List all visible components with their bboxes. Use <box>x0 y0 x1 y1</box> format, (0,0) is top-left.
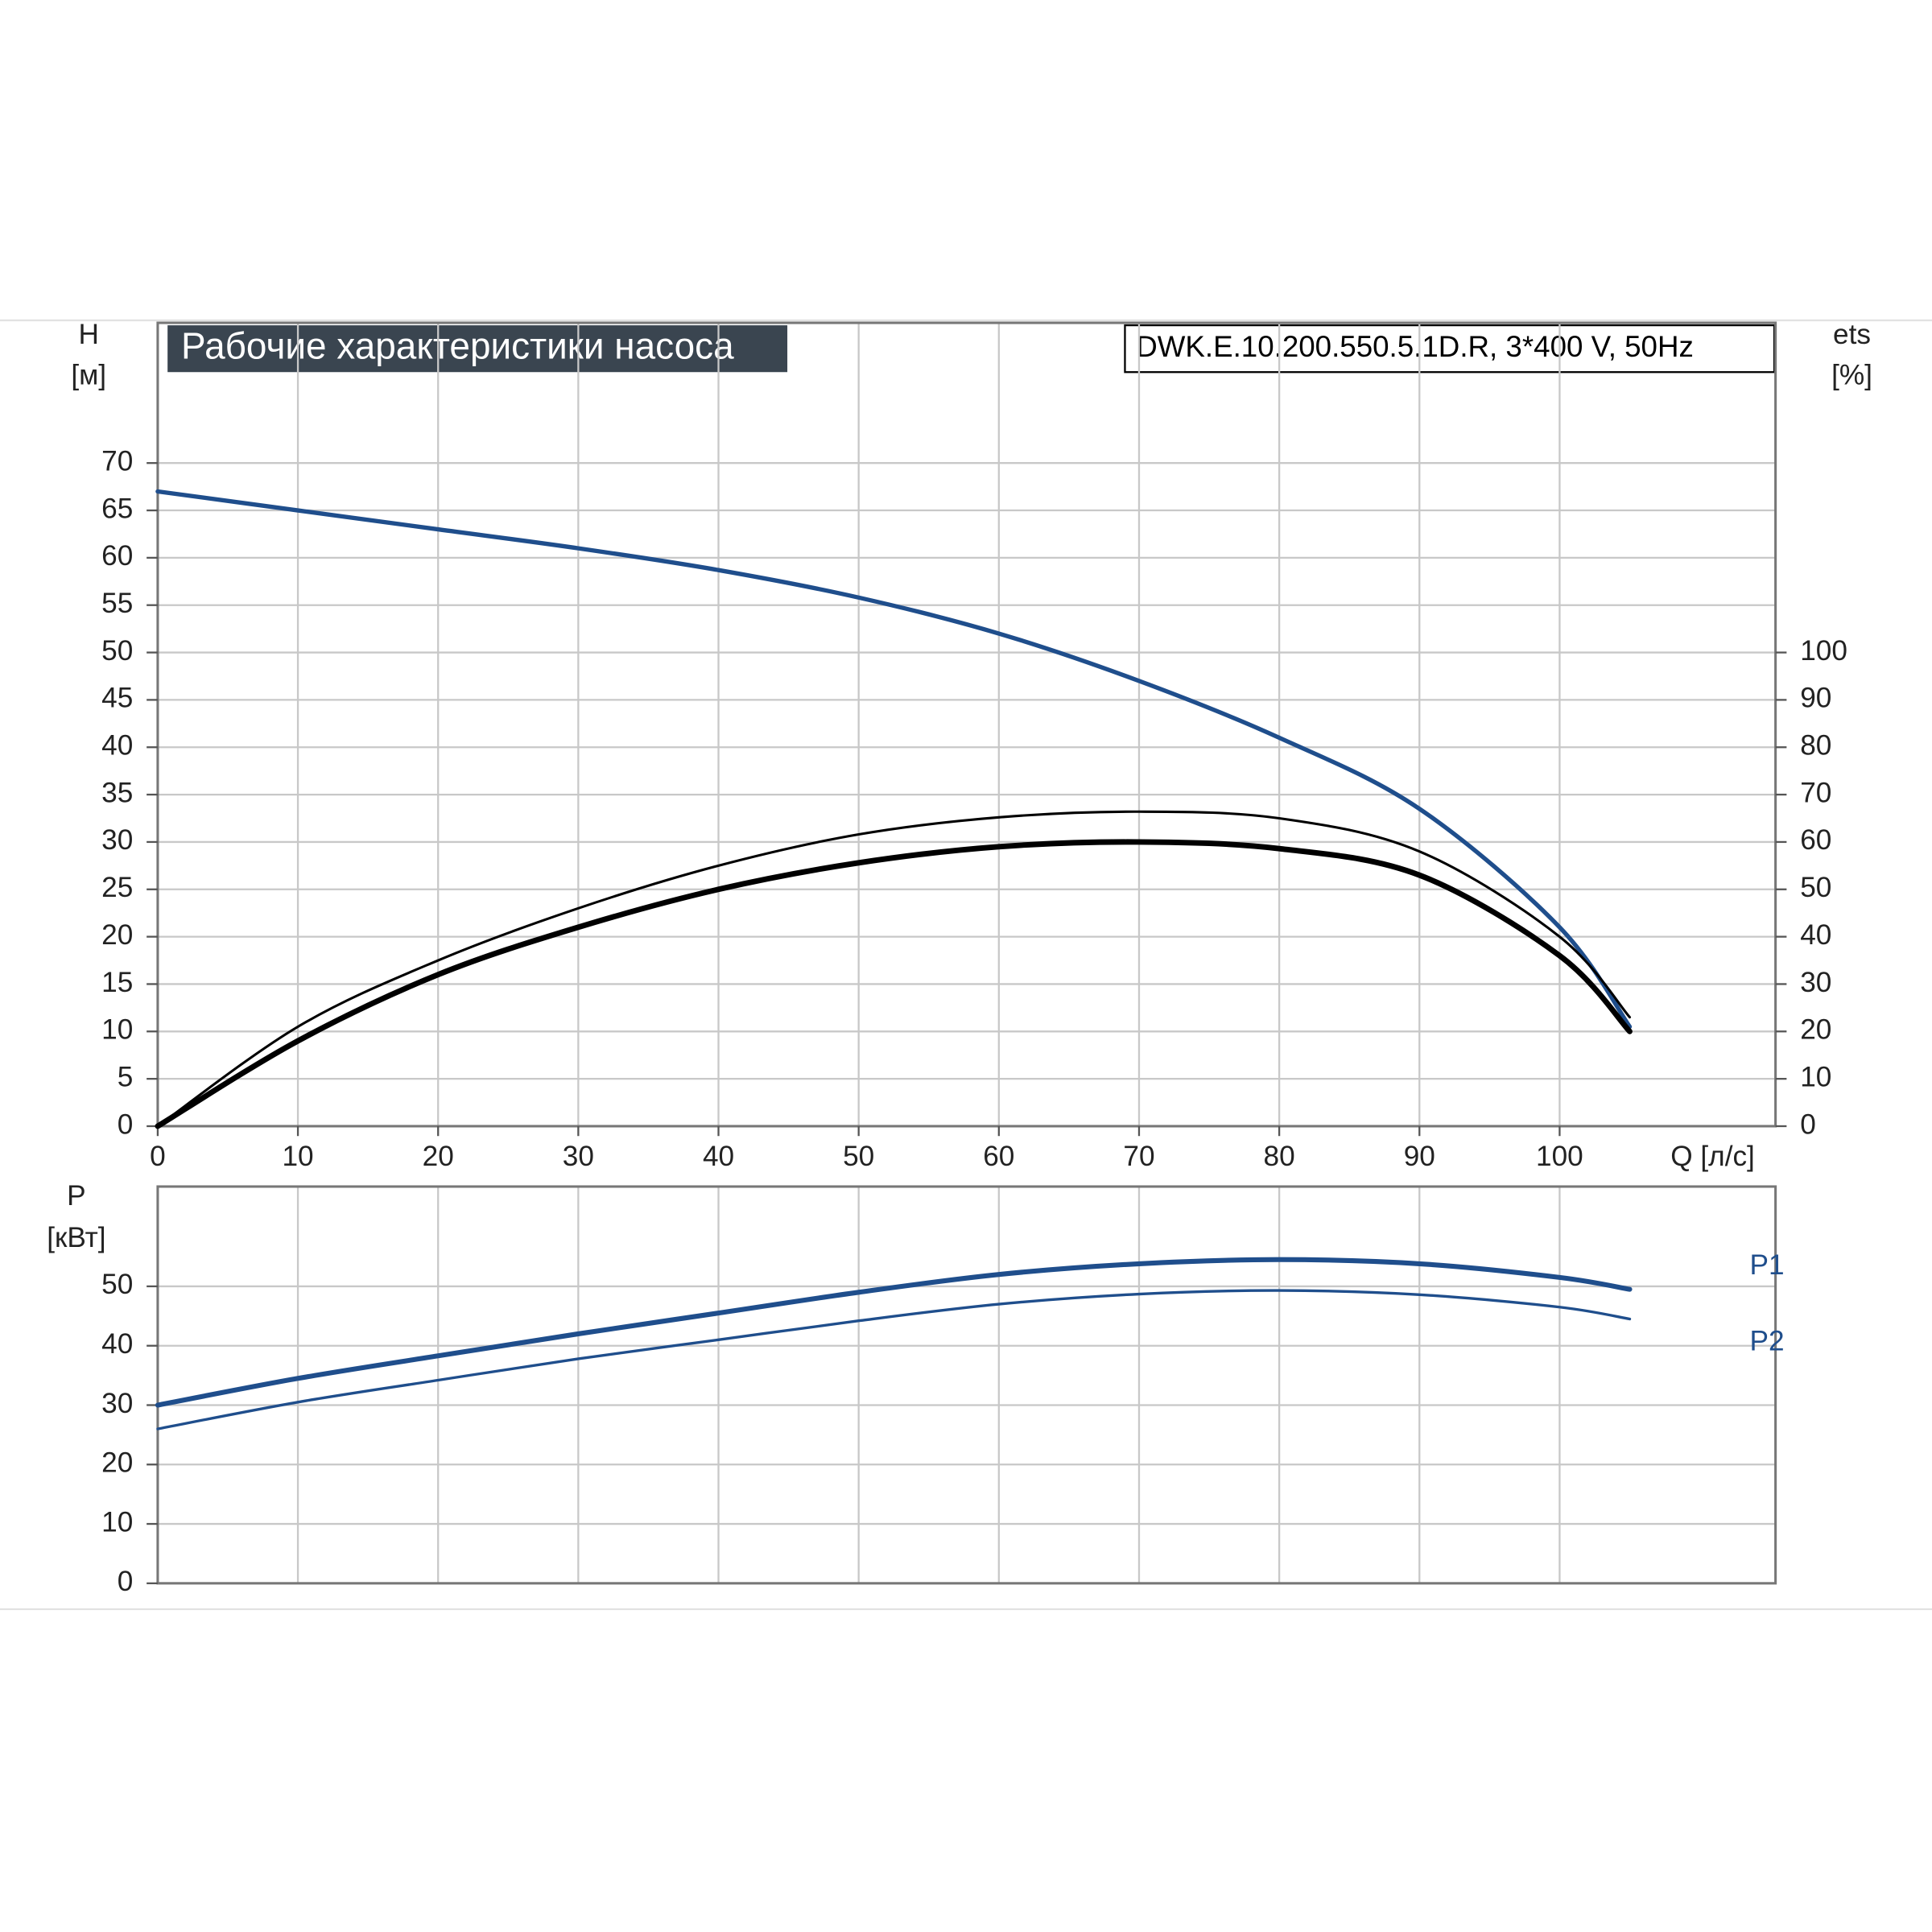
y-tick-label: 0 <box>118 1108 134 1140</box>
model-box <box>1124 324 1776 374</box>
y-tick-label: 5 <box>118 1061 134 1092</box>
x-tick-label: 50 <box>843 1141 874 1172</box>
y-tick-label: 25 <box>101 872 133 903</box>
plot-frame <box>156 1185 1777 1585</box>
x-tick-label: 20 <box>423 1141 454 1172</box>
y2-tick-label: 50 <box>1800 872 1831 903</box>
series-line <box>155 839 1633 1129</box>
y2-tick-label: 0 <box>1800 1108 1816 1140</box>
y-tick-label: 0 <box>118 1566 134 1597</box>
x-tick-label: 100 <box>1536 1141 1583 1172</box>
y-tick-label: 15 <box>101 967 133 998</box>
series-line <box>156 810 1632 1128</box>
y-tick-label: 50 <box>101 635 133 667</box>
x-tick-label: 40 <box>703 1141 734 1172</box>
y-tick-label: 20 <box>101 919 133 951</box>
y2-tick-label: 10 <box>1800 1061 1831 1092</box>
y-tick-label: 60 <box>101 540 133 572</box>
y2-tick-label: 20 <box>1800 1014 1831 1046</box>
y-tick-label: 70 <box>101 445 133 477</box>
x-tick-label: 30 <box>563 1141 594 1172</box>
y-tick-label: 20 <box>101 1447 133 1479</box>
series-label: P1 <box>1749 1249 1784 1281</box>
series-line <box>155 489 1633 1030</box>
y-tick-label: 30 <box>101 824 133 856</box>
x-tick-label: 90 <box>1404 1141 1435 1172</box>
title-box <box>167 325 788 373</box>
series-line <box>156 1289 1632 1430</box>
chart-title: Рабочие характеристики насоса <box>181 324 734 366</box>
y-tick-label: 65 <box>101 493 133 524</box>
y-tick-label: 10 <box>101 1506 133 1538</box>
y-tick-label: 50 <box>101 1269 133 1300</box>
y2-axis-unit: [%] <box>1831 360 1872 391</box>
y2-tick-label: 80 <box>1800 730 1831 762</box>
y2-tick-label: 30 <box>1800 967 1831 998</box>
series-label: P2 <box>1749 1326 1784 1357</box>
x-tick-label: 70 <box>1123 1141 1154 1172</box>
y-tick-label: 40 <box>101 1328 133 1360</box>
y-tick-label: 35 <box>101 777 133 808</box>
series-line <box>155 1257 1633 1408</box>
x-tick-label: 60 <box>983 1141 1014 1172</box>
y2-tick-label: 60 <box>1800 824 1831 856</box>
chart-subtitle: DWK.E.10.200.550.5.1D.R, 3*400 V, 50Hz <box>1136 330 1694 363</box>
x-tick-label: 10 <box>282 1141 313 1172</box>
y-tick-label: 30 <box>101 1388 133 1419</box>
y-axis-unit: [кВт] <box>47 1222 105 1253</box>
y2-tick-label: 70 <box>1800 777 1831 808</box>
x-tick-label: 0 <box>150 1141 166 1172</box>
x-axis-label: Q [л/с] <box>1670 1141 1755 1172</box>
y2-tick-label: 40 <box>1800 919 1831 951</box>
y-tick-label: 45 <box>101 683 133 714</box>
y2-tick-label: 90 <box>1800 683 1831 714</box>
y2-axis-label: ets <box>1833 319 1871 350</box>
y-axis-unit: [м] <box>71 360 106 391</box>
y-axis-label: P <box>67 1180 85 1212</box>
y-tick-label: 55 <box>101 588 133 619</box>
x-tick-label: 80 <box>1264 1141 1295 1172</box>
y-tick-label: 40 <box>101 730 133 762</box>
y2-tick-label: 100 <box>1800 635 1847 667</box>
y-axis-label: H <box>78 319 98 350</box>
plot-frame <box>156 321 1777 1128</box>
y-tick-label: 10 <box>101 1014 133 1046</box>
